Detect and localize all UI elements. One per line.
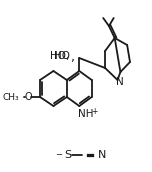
Text: +: + xyxy=(91,106,98,116)
Text: HO,: HO, xyxy=(50,51,70,61)
Text: S: S xyxy=(64,150,71,160)
Text: −: − xyxy=(55,150,62,159)
Text: NH: NH xyxy=(78,109,94,119)
Text: ,: , xyxy=(71,51,75,63)
Text: O: O xyxy=(25,92,32,102)
Text: N: N xyxy=(116,77,123,87)
Text: CH₃: CH₃ xyxy=(2,93,19,101)
Text: N: N xyxy=(97,150,106,160)
Text: HO: HO xyxy=(54,51,70,61)
